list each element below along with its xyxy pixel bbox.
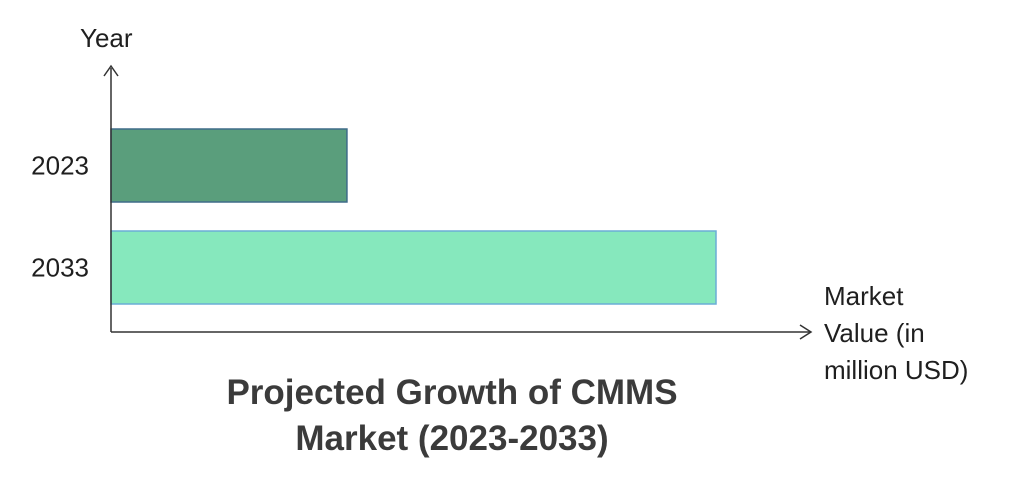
x-axis-label-line-3: million USD) — [824, 355, 968, 385]
y-tick-label-2033: 2033 — [31, 253, 89, 283]
x-axis-arrow — [799, 324, 813, 340]
chart-title-line-1: Projected Growth of CMMS — [226, 373, 677, 412]
x-axis-label-line-2: Value (in — [824, 318, 925, 348]
bar-2033 — [110, 230, 717, 305]
y-tick-label-2023: 2023 — [31, 151, 89, 181]
y-tick-labels: 2023 2033 — [31, 151, 89, 283]
bars — [110, 128, 717, 305]
y-axis-label: Year — [80, 23, 133, 53]
bar-2023 — [110, 128, 348, 203]
y-axis-arrow — [103, 64, 119, 77]
chart-title-line-2: Market (2023-2033) — [295, 419, 608, 458]
x-axis-label-line-1: Market — [824, 281, 904, 311]
